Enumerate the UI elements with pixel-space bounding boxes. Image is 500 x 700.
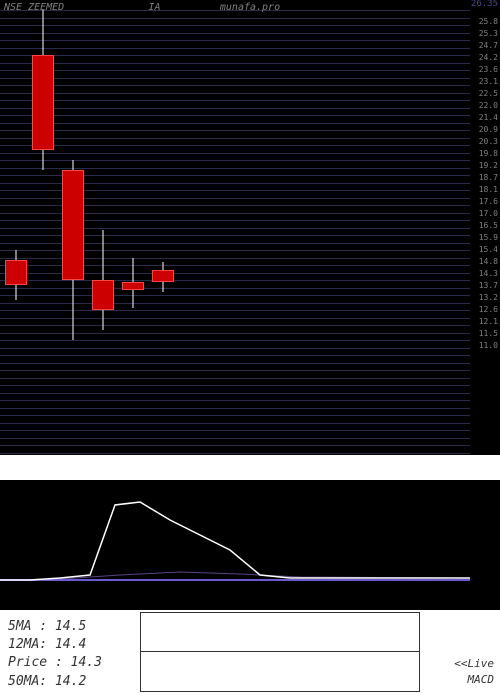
y-label: 23.6 — [479, 66, 498, 74]
chart-container: NSE ZEEMED IA munafa.pro 26.35 25.8 25.3 24… — [0, 0, 500, 700]
y-label: 24.2 — [479, 54, 498, 62]
ma5-label: 5MA : 14.5 — [8, 618, 102, 636]
info-box-divider — [141, 651, 419, 652]
y-label: 18.1 — [479, 186, 498, 194]
chart-symbol: NSE ZEEMED IA — [4, 2, 161, 13]
y-label: 14.3 — [479, 270, 498, 278]
y-label: 11.0 — [479, 342, 498, 350]
y-label: 23.1 — [479, 78, 498, 86]
y-label: 16.5 — [479, 222, 498, 230]
watermark: munafa.pro — [220, 2, 280, 13]
price-chart: NSE ZEEMED IA munafa.pro 26.35 25.8 25.3 24… — [0, 0, 500, 455]
y-label: 17.0 — [479, 210, 498, 218]
ma12-label: 12MA: 14.4 — [8, 636, 102, 654]
macd-svg — [0, 480, 500, 610]
candlesticks — [0, 0, 470, 455]
y-label: 14.8 — [479, 258, 498, 266]
macd-label: MACD — [468, 673, 495, 686]
macd-main-line — [0, 502, 470, 580]
y-label: 24.7 — [479, 42, 498, 50]
macd-signal-line — [0, 572, 470, 580]
y-label: 15.9 — [479, 234, 498, 242]
y-label: 25.3 — [479, 30, 498, 38]
y-label: 20.3 — [479, 138, 498, 146]
y-label: 18.7 — [479, 174, 498, 182]
spacer — [0, 455, 500, 480]
y-label: 22.5 — [479, 90, 498, 98]
y-label: 15.4 — [479, 246, 498, 254]
y-axis: 26.35 25.8 25.3 24.7 24.2 23.6 23.1 22.5 22.0 21.… — [470, 0, 500, 455]
y-label: 12.1 — [479, 318, 498, 326]
y-label: 20.9 — [479, 126, 498, 134]
live-label: <<Live — [454, 657, 494, 670]
price-label: Price : 14.3 — [8, 654, 102, 672]
y-label: 19.2 — [479, 162, 498, 170]
y-label: 22.0 — [479, 102, 498, 110]
info-panel: 5MA : 14.5 12MA: 14.4 Price : 14.3 50MA:… — [0, 610, 500, 700]
y-label: 25.8 — [479, 18, 498, 26]
y-label: 13.7 — [479, 282, 498, 290]
macd-chart — [0, 480, 500, 610]
y-label: 11.5 — [479, 330, 498, 338]
info-text: 5MA : 14.5 12MA: 14.4 Price : 14.3 50MA:… — [8, 618, 102, 691]
y-label: 21.4 — [479, 114, 498, 122]
y-label: 13.2 — [479, 294, 498, 302]
info-box — [140, 612, 420, 692]
ma50-label: 50MA: 14.2 — [8, 673, 102, 691]
y-label: 17.6 — [479, 198, 498, 206]
y-label: 26.35 — [471, 0, 498, 8]
y-label: 12.6 — [479, 306, 498, 314]
y-label: 19.8 — [479, 150, 498, 158]
